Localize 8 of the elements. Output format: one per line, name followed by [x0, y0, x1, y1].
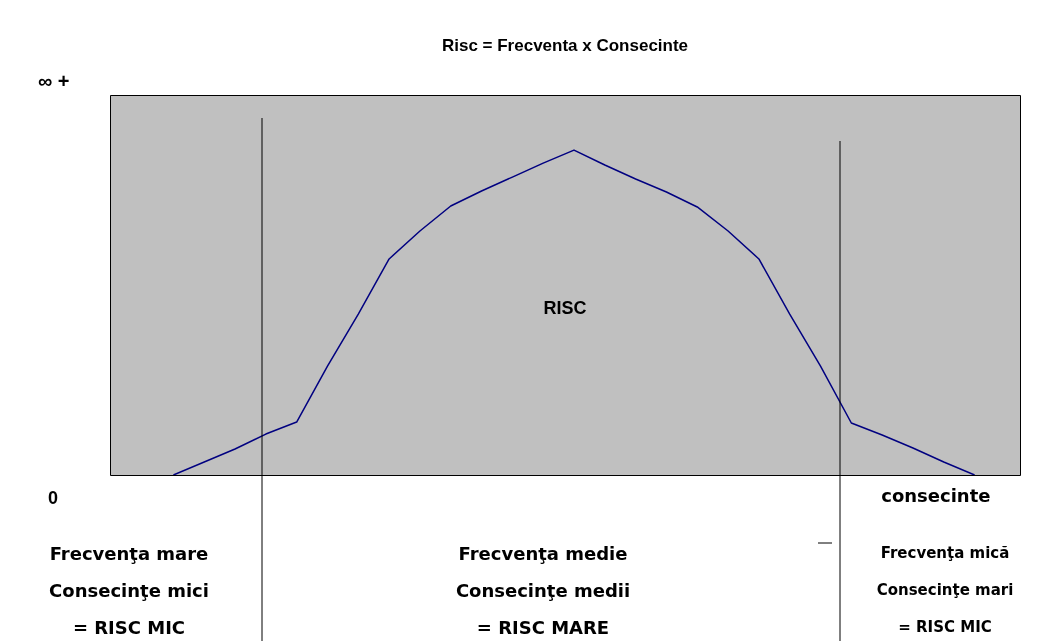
text: ∞ + — [38, 70, 70, 93]
text: Frecvenţa medie Consecinţe medii = RISC MARE — [455, 542, 631, 640]
text: Frecvenţa mică Consecinţe mari = RISC MIC — [876, 544, 1014, 636]
annotation: RISC — [543, 297, 587, 320]
chart-title: Risc = Frecventa x Consecinte — [441, 36, 689, 55]
x-axis-title: consecinte — [881, 484, 991, 506]
text: Frecvenţa mare Consecinţe mici = RISC MIC — [49, 542, 209, 640]
text: 0 — [48, 488, 59, 509]
